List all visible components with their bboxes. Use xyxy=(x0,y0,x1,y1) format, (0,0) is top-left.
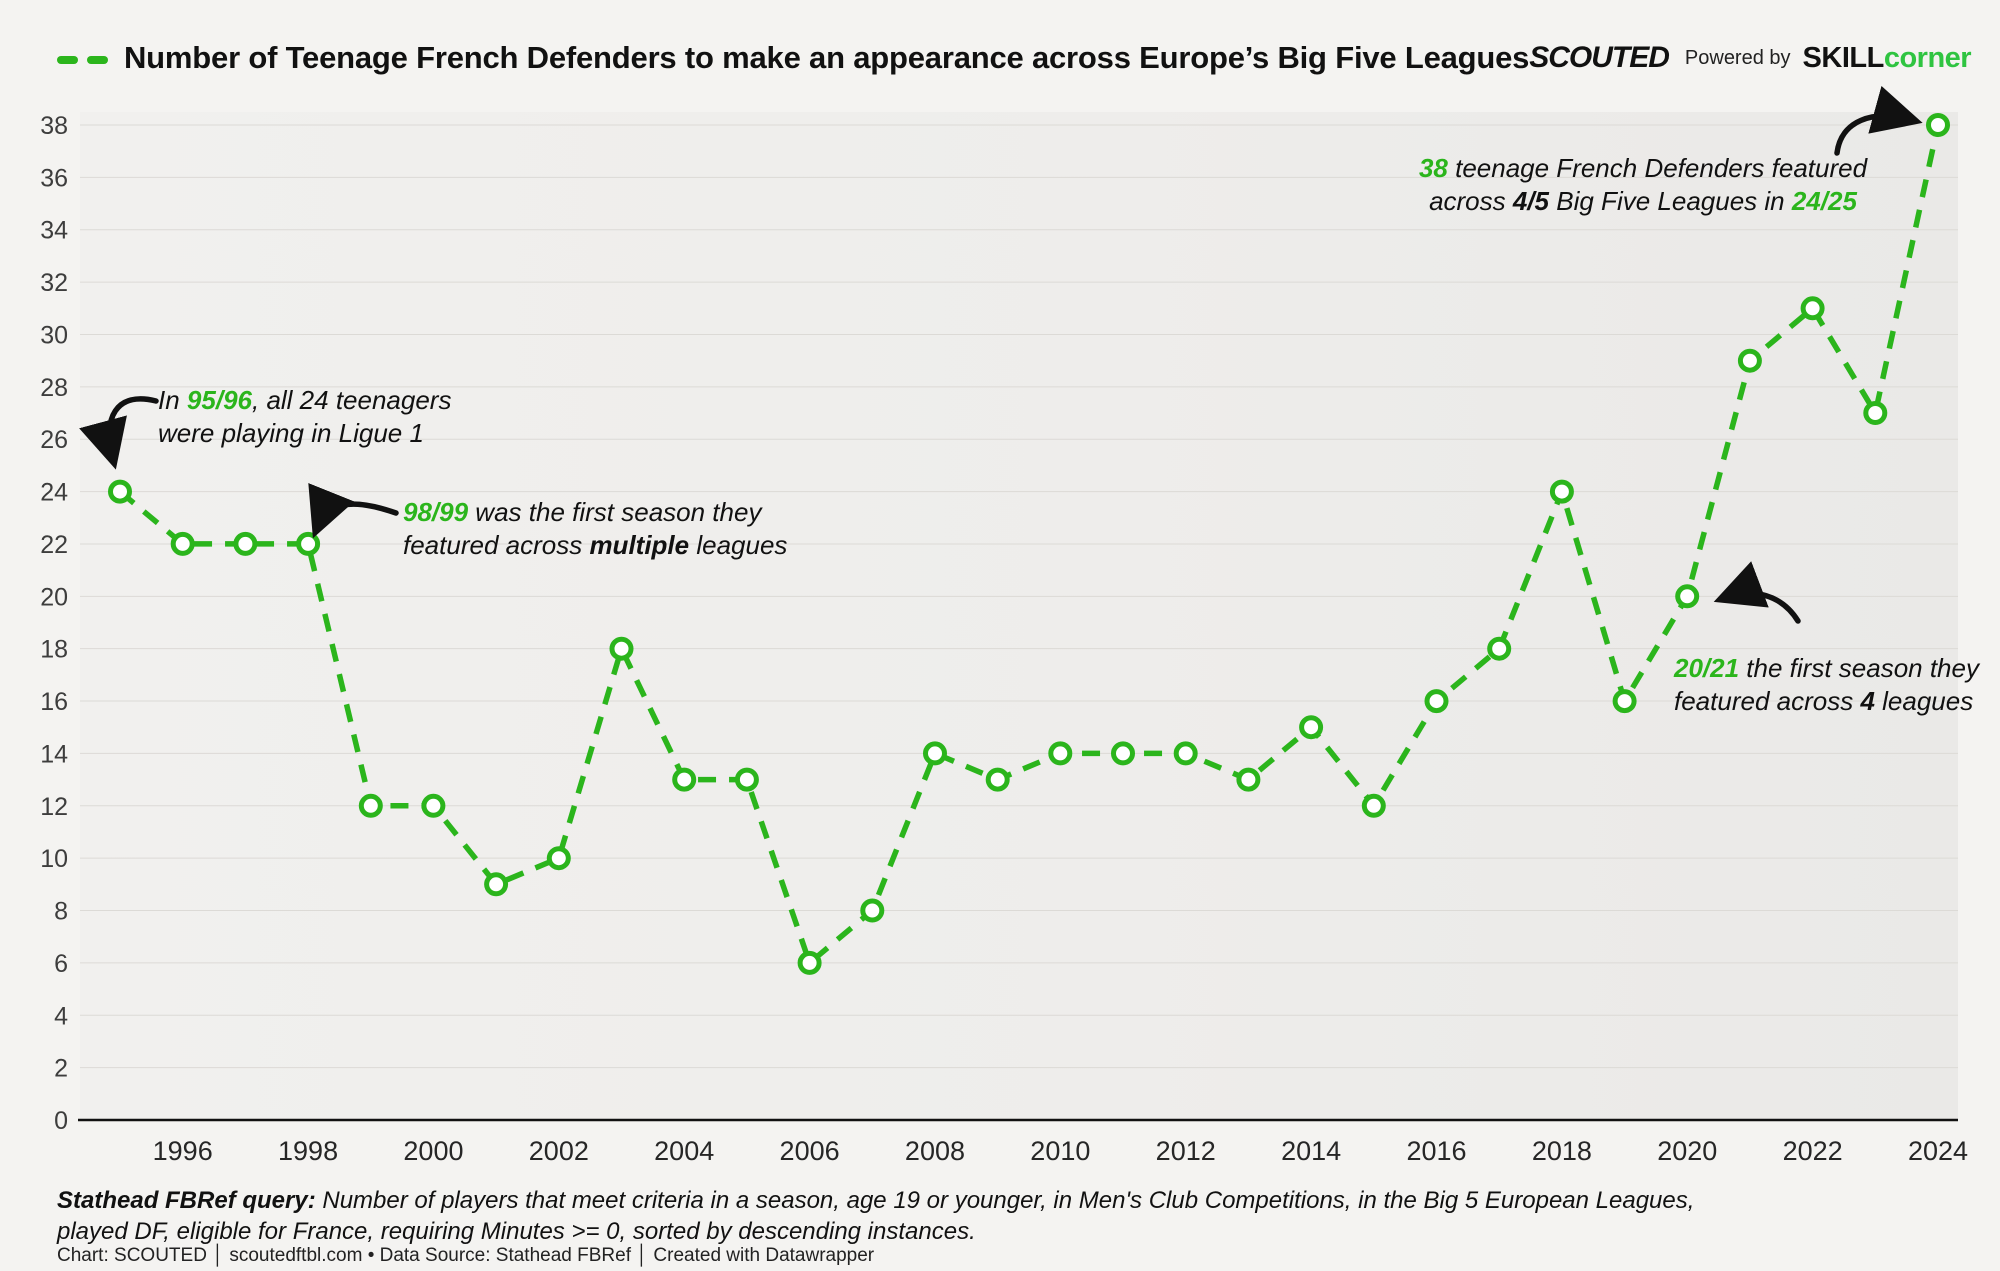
data-point-2023[interactable] xyxy=(1863,401,1888,425)
skillcorner-logo: SKILL xyxy=(1802,41,1885,74)
annotation-2425: 38 teenage French Defenders featured acr… xyxy=(1418,153,1868,217)
svg-text:1996: 1996 xyxy=(153,1136,213,1166)
svg-text:26: 26 xyxy=(40,426,68,454)
data-point-2005[interactable] xyxy=(734,767,759,792)
data-point-2010[interactable] xyxy=(1048,741,1073,766)
arrow-9596 xyxy=(79,396,159,470)
svg-text:28: 28 xyxy=(40,374,68,402)
brand-block: SCOUTED Powered by SKILL corner xyxy=(1529,41,1971,75)
data-point-1999[interactable] xyxy=(358,793,383,818)
data-point-2002[interactable] xyxy=(546,846,571,871)
skillcorner-logo-accent: corner xyxy=(1883,41,1972,74)
data-point-2012[interactable] xyxy=(1173,741,1198,766)
svg-text:2002: 2002 xyxy=(529,1136,589,1166)
annotation-arrows xyxy=(79,85,1923,624)
svg-text:2000: 2000 xyxy=(403,1136,463,1166)
data-point-2006[interactable] xyxy=(797,950,822,975)
svg-text:10: 10 xyxy=(40,845,68,873)
data-point-1995[interactable] xyxy=(108,479,132,504)
chart-title: Number of Teenage French Defenders to ma… xyxy=(124,40,1530,75)
data-point-2004[interactable] xyxy=(672,767,697,792)
svg-text:2018: 2018 xyxy=(1532,1136,1592,1166)
svg-text:2004: 2004 xyxy=(654,1136,714,1166)
data-point-2011[interactable] xyxy=(1111,741,1135,766)
svg-text:2006: 2006 xyxy=(780,1136,840,1166)
svg-text:20: 20 xyxy=(40,583,68,611)
svg-text:30: 30 xyxy=(40,321,68,349)
svg-text:12: 12 xyxy=(40,793,68,821)
methodology-note: Stathead FBRef query: Number of players … xyxy=(57,1187,1695,1246)
svg-text:38: 38 xyxy=(40,112,68,140)
svg-text:2: 2 xyxy=(54,1055,68,1083)
svg-text:2012: 2012 xyxy=(1156,1136,1216,1166)
data-point-2016[interactable] xyxy=(1424,689,1449,714)
svg-text:32: 32 xyxy=(40,269,68,297)
svg-text:4: 4 xyxy=(54,1002,68,1030)
data-point-2019[interactable] xyxy=(1612,689,1637,714)
data-point-2013[interactable] xyxy=(1236,767,1261,792)
data-point-1998[interactable] xyxy=(296,531,321,556)
svg-text:1998: 1998 xyxy=(278,1136,338,1166)
chart-gridlines xyxy=(78,124,1958,1122)
data-point-2001[interactable] xyxy=(484,872,509,897)
data-point-2003[interactable] xyxy=(609,636,634,661)
arrow-9899 xyxy=(308,483,399,539)
annotation-9596: In 95/96, all 24 teenagers were playing … xyxy=(158,385,452,449)
header: Number of Teenage French Defenders to ma… xyxy=(57,40,1972,76)
arrow-2021 xyxy=(1713,561,1801,624)
annotation-9899: 98/99 was the first season they featured… xyxy=(403,497,788,561)
svg-text:2016: 2016 xyxy=(1406,1136,1466,1166)
arrow-2425 xyxy=(1834,85,1923,156)
data-point-2021[interactable] xyxy=(1737,348,1762,373)
svg-text:2020: 2020 xyxy=(1657,1136,1717,1166)
x-axis-labels: 1996 1998 2000 2002 2004 2006 2008 2010 2012 2014… xyxy=(153,1136,1968,1166)
svg-text:18: 18 xyxy=(40,636,68,664)
svg-text:6: 6 xyxy=(54,950,68,978)
svg-text:2014: 2014 xyxy=(1281,1136,1341,1166)
credits-line: Chart: SCOUTED │ scoutedftbl.com • Data … xyxy=(57,1245,875,1266)
plot-area xyxy=(80,112,1958,1120)
data-point-2024[interactable] xyxy=(1926,113,1950,137)
data-point-2014[interactable] xyxy=(1299,715,1324,740)
svg-text:0: 0 xyxy=(54,1107,68,1135)
svg-text:2008: 2008 xyxy=(905,1136,965,1166)
svg-text:34: 34 xyxy=(40,217,68,245)
data-point-2015[interactable] xyxy=(1361,793,1386,818)
data-point-2020[interactable] xyxy=(1675,584,1700,609)
data-point-1996[interactable] xyxy=(170,531,195,556)
svg-text:14: 14 xyxy=(40,740,68,768)
data-point-2000[interactable] xyxy=(421,793,446,818)
data-point-1997[interactable] xyxy=(233,531,258,556)
data-point-2017[interactable] xyxy=(1487,636,1512,661)
svg-text:2022: 2022 xyxy=(1783,1136,1843,1166)
svg-text:2010: 2010 xyxy=(1030,1136,1090,1166)
data-point-2009[interactable] xyxy=(985,767,1010,792)
data-point-2008[interactable] xyxy=(923,741,947,766)
svg-text:16: 16 xyxy=(40,688,68,716)
svg-text:24: 24 xyxy=(40,479,68,507)
data-point-2018[interactable] xyxy=(1549,479,1574,504)
svg-text:8: 8 xyxy=(54,898,68,926)
legend-dash-icon xyxy=(57,56,108,64)
svg-text:2024: 2024 xyxy=(1908,1136,1968,1166)
chart-series-points xyxy=(108,113,1950,975)
scouted-logo: SCOUTED xyxy=(1529,41,1670,74)
svg-text:22: 22 xyxy=(40,531,68,559)
annotation-2021: 20/21 the first season they featured acr… xyxy=(1674,653,1979,717)
powered-by-label: Powered by xyxy=(1684,46,1791,69)
svg-text:36: 36 xyxy=(40,164,68,192)
data-point-2007[interactable] xyxy=(860,898,885,923)
data-point-2022[interactable] xyxy=(1800,296,1825,321)
